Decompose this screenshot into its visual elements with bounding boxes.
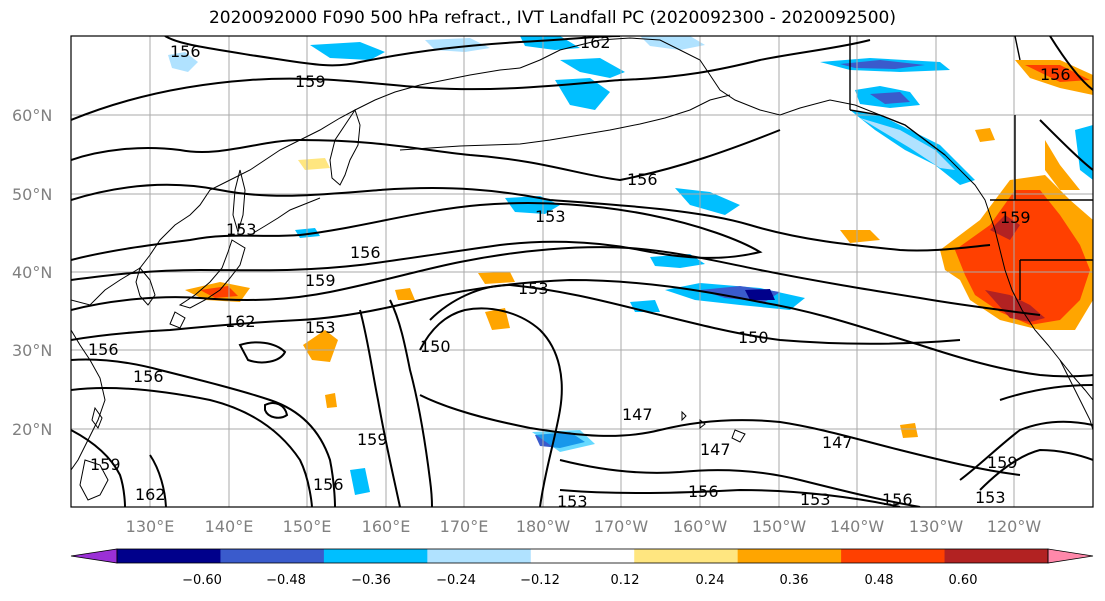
contour-label: 156: [313, 475, 344, 494]
colorbar-tick-label: −0.12: [520, 573, 560, 588]
shading-layer: [168, 36, 1093, 495]
contour-label: 156: [1040, 65, 1071, 84]
lon-label: 160°W: [673, 517, 728, 536]
contour-label: 156: [133, 367, 164, 386]
colorbar-segment: [634, 549, 739, 563]
contour-label: 159: [357, 430, 388, 449]
lon-label: 140°E: [205, 517, 254, 536]
contour-label: 147: [622, 405, 653, 424]
lon-label: 150°E: [283, 517, 332, 536]
colorbar-tick-label: 0.48: [865, 573, 894, 588]
colorbar-segment: [841, 549, 946, 563]
lon-label: 170°E: [440, 517, 489, 536]
colorbar-segment: [220, 549, 325, 563]
lon-label: 150°W: [752, 517, 807, 536]
colorbar-segment: [323, 549, 428, 563]
colorbar-labels: −0.60 −0.48 −0.36 −0.24 −0.12 0.12 0.24 …: [182, 573, 977, 588]
contour-label: 153: [226, 220, 257, 239]
lat-label-40: 40°N: [12, 263, 52, 282]
contour-label: 156: [350, 243, 381, 262]
colorbar-segment: [737, 549, 842, 563]
contour-label: 162: [135, 485, 166, 504]
contour-label: 150: [420, 337, 451, 356]
colorbar-extend-min: [70, 548, 118, 564]
lon-label: 120°W: [987, 517, 1042, 536]
contour-label: 159: [987, 453, 1018, 472]
contour-label: 159: [90, 455, 121, 474]
contour-label: 159: [1000, 208, 1031, 227]
contour-lines: [71, 36, 1093, 507]
lon-label: 160°E: [362, 517, 411, 536]
gridlines: [71, 36, 1093, 507]
contour-label: 150: [738, 328, 769, 347]
colorbar-segment: [944, 549, 1049, 563]
map-title: 2020092000 F090 500 hPa refract., IVT La…: [208, 8, 896, 28]
contour-label: 156: [688, 482, 719, 501]
contour-label: 153: [800, 490, 831, 509]
lat-label-30: 30°N: [12, 341, 52, 360]
colorbar-tick-label: −0.60: [182, 573, 222, 588]
colorbar-extend-max: [1047, 548, 1094, 564]
contour-labels: 156 159 162 156 153 153 156 159 162 153 …: [88, 33, 1071, 511]
colorbar-tick-label: −0.36: [351, 573, 391, 588]
contour-label: 162: [580, 33, 611, 52]
contour-label: 156: [882, 490, 913, 509]
colorbar-tick-label: 0.12: [611, 573, 640, 588]
colorbar-outline: [116, 548, 1049, 564]
lat-label-60: 60°N: [12, 106, 52, 125]
contour-label: 147: [822, 433, 853, 452]
map-frame: [70, 35, 1094, 508]
colorbar-tick-label: −0.24: [436, 573, 476, 588]
lon-label: 130°E: [126, 517, 175, 536]
colorbar-segment: [427, 549, 532, 563]
contour-label: 162: [225, 312, 256, 331]
contour-label: 153: [305, 318, 336, 337]
contour-label: 156: [88, 340, 119, 359]
colorbar-segment: [117, 549, 221, 563]
lon-label: 180°W: [516, 517, 571, 536]
contour-label: 156: [170, 42, 201, 61]
borders: [849, 36, 1093, 300]
contour-label: 153: [518, 279, 549, 298]
lat-label-20: 20°N: [12, 420, 52, 439]
contour-label: 153: [535, 207, 566, 226]
contour-label: 156: [627, 170, 658, 189]
longitude-labels: 130°E 140°E 150°E 160°E 170°E 180°W 170°…: [126, 517, 1042, 536]
lon-label: 130°W: [909, 517, 964, 536]
lon-label: 170°W: [594, 517, 649, 536]
contour-label: 153: [557, 492, 588, 511]
contour-label: 159: [295, 72, 326, 91]
colorbar-tick-label: 0.36: [780, 573, 809, 588]
colorbar-tick-label: −0.48: [266, 573, 306, 588]
latitude-labels: 20°N 30°N 40°N 50°N 60°N: [12, 106, 52, 439]
colorbar-tick-label: 0.24: [696, 573, 725, 588]
contour-label: 159: [305, 271, 336, 290]
colorbar-tick-label: 0.60: [949, 573, 978, 588]
lat-label-50: 50°N: [12, 185, 52, 204]
colorbar: [70, 548, 1094, 564]
contour-label: 153: [975, 488, 1006, 507]
colorbar-segment: [530, 549, 635, 563]
contour-label: 147: [700, 440, 731, 459]
lon-label: 140°W: [830, 517, 885, 536]
